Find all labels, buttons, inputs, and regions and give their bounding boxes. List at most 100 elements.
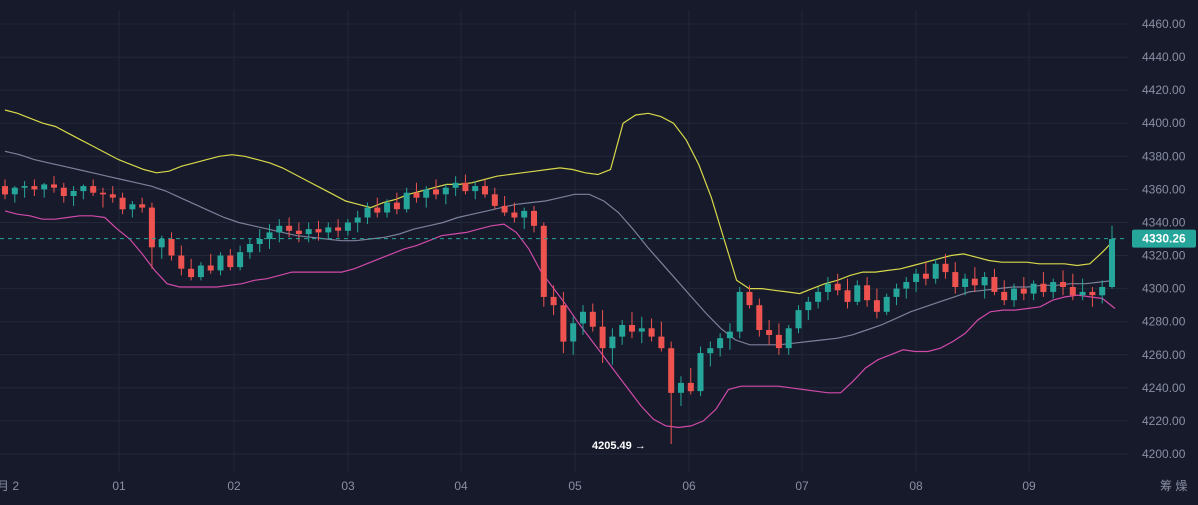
candle-body [658,336,665,349]
x-tick-label: 07 [795,479,809,493]
candle-body [462,182,469,192]
middle-band-line [4,150,1116,346]
candle-body [364,207,371,218]
candle-body [1069,287,1076,296]
x-tick-label: 月 2 [0,479,19,493]
candle-body [570,323,577,342]
y-tick-label: 4280.00 [1142,315,1186,329]
y-tick-label: 4200.00 [1142,447,1186,461]
candle-body [707,348,714,354]
candle-body [1089,291,1096,296]
candle-body [119,197,126,210]
y-tick-label: 4380.00 [1142,149,1186,163]
y-tick-label: 4460.00 [1142,17,1186,31]
candle-body [824,283,831,292]
candle-body [629,325,635,332]
candle-body [501,205,508,213]
candle-body [795,310,802,329]
candle-body [90,186,97,193]
candle-body [51,184,57,188]
candle-body [80,186,87,192]
candle-body [246,244,253,253]
upper-band-line [4,109,1116,295]
x-tick-label: 09 [1022,479,1036,493]
candle-body [922,273,929,279]
candle-body [560,305,567,342]
candle-body [815,291,822,302]
x-tick-label: 06 [682,479,696,493]
candle-body [109,194,116,198]
candle-body [638,328,645,332]
candle-body [286,225,293,231]
candle-body [1011,288,1017,301]
candle-body [11,187,18,195]
candle-body [237,252,244,268]
candle-body [344,222,351,231]
candle-body [1040,283,1047,292]
candle-body [1079,291,1086,296]
candle-body [148,207,155,248]
x-tick-label: 02 [227,479,241,493]
candle-body [952,272,959,287]
candle-body [991,277,998,292]
candle-body [687,382,694,392]
candle-body [599,326,606,349]
candle-body [1060,282,1066,287]
axis-layer: 4200.00 4220.00 4240.00 4260.00 4280.00 4300.… [0,17,1187,493]
candle-body [619,325,626,337]
y-tick-label: 4260.00 [1142,348,1186,362]
candle-body [805,301,812,311]
candle-body [678,382,684,393]
candle-body [942,263,949,273]
candle-body [305,229,312,235]
candle-body [834,283,841,291]
x-tick-label: 01 [112,479,126,493]
candle-body [227,255,234,268]
candle-body [60,187,67,196]
candle-body [413,192,420,198]
candle-body [158,239,165,248]
y-tick-label: 4300.00 [1142,282,1186,296]
candle-body [100,192,106,195]
candle-body [981,277,988,286]
last-price-label: 4330.26 [1142,232,1186,246]
candle-body [217,255,224,271]
candle-body [1001,291,1008,301]
candle-body [21,186,28,188]
candle-body [580,311,586,324]
candle-body [540,225,547,297]
candle-body [893,288,900,297]
candle-body [472,186,479,192]
candle-body [256,239,263,244]
candle-body [276,225,283,233]
candle-body [883,296,890,312]
candle-body [1030,283,1037,294]
candle-body [384,202,391,213]
candle-body [864,285,871,301]
candle-body [668,348,675,393]
x-tick-label: 03 [341,479,355,493]
candle-body [1109,239,1115,287]
candle-body [785,328,792,349]
candle-body [1050,282,1057,292]
candle-body [41,184,48,190]
candle-body [717,338,724,349]
x-tick-label: 04 [454,479,468,493]
candle-body [962,278,969,287]
candle-body [766,330,773,335]
candle-body [452,182,459,188]
candle-body [1020,288,1027,294]
candle-body [423,189,430,198]
candle-body [207,265,214,271]
candle-body [354,217,361,223]
candle-body [335,227,342,231]
last-price-tag [1132,229,1196,248]
candle-body [197,265,204,278]
candle-body [374,207,381,213]
lower-band-line [4,210,1116,429]
x-tick-label: 08 [909,479,923,493]
candle-body [325,227,332,233]
